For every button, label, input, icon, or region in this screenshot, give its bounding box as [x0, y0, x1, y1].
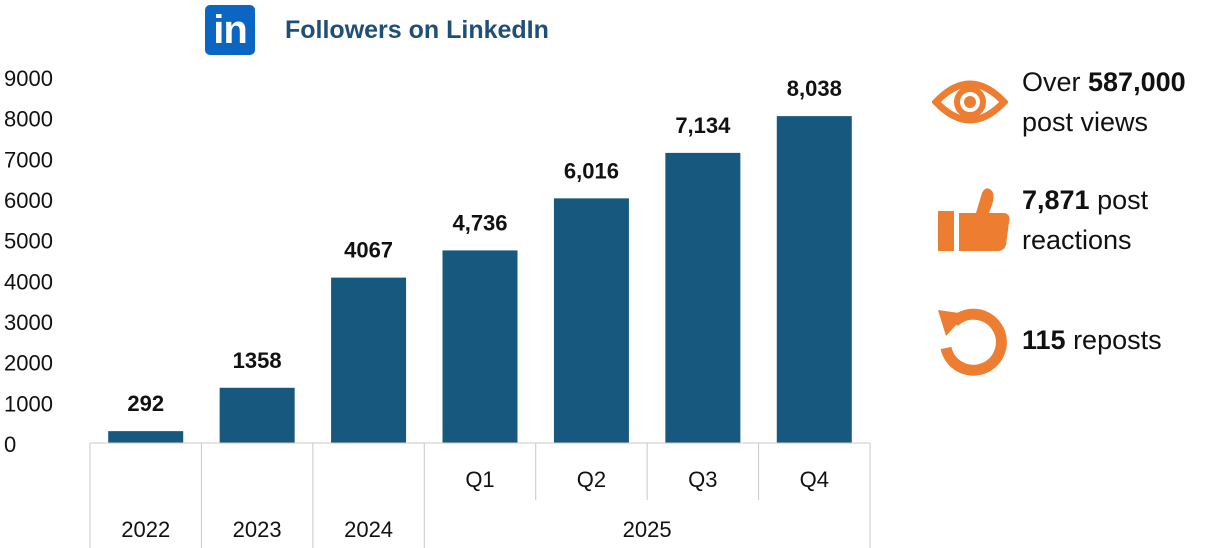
y-tick-label: 6000 [4, 188, 53, 213]
bar [553, 198, 629, 443]
stats-panel: Over 587,000 post views 7,871 post react… [932, 0, 1221, 548]
eye-icon [932, 62, 1022, 142]
y-tick-label: 3000 [4, 310, 53, 335]
stat-text: 115 reposts [1022, 320, 1162, 360]
bar [108, 431, 184, 443]
y-tick-label: 0 [4, 432, 16, 457]
bar [776, 116, 852, 443]
y-tick-label: 9000 [4, 66, 53, 91]
data-label: 1358 [233, 348, 282, 373]
stat-post-reactions: 7,871 post reactions [932, 180, 1148, 260]
stat-line2: post views [1022, 107, 1149, 137]
stat-value: 7,871 [1022, 185, 1090, 215]
data-label: 7,134 [675, 113, 731, 138]
linkedin-logo-icon: in [205, 5, 255, 55]
stat-suffix: reposts [1065, 325, 1162, 355]
bar [219, 387, 295, 443]
x-group-label: 2022 [121, 517, 170, 542]
stat-text: Over 587,000 post views [1022, 62, 1186, 142]
data-label: 6,016 [564, 158, 619, 183]
x-sub-label: Q2 [577, 467, 606, 492]
x-sub-label: Q3 [688, 467, 717, 492]
stat-post-views: Over 587,000 post views [932, 62, 1186, 142]
stat-prefix: Over [1022, 67, 1089, 97]
stat-value: 587,000 [1088, 67, 1186, 97]
stat-text: 7,871 post reactions [1022, 180, 1148, 260]
y-tick-label: 4000 [4, 269, 53, 294]
data-label: 4,736 [452, 210, 507, 235]
data-label: 4067 [344, 238, 393, 263]
bar [442, 250, 518, 443]
y-tick-label: 2000 [4, 351, 53, 376]
y-tick-label: 8000 [4, 107, 53, 132]
x-group-label: 2023 [233, 517, 282, 542]
bar-chart: 0 1000 2000 3000 4000 5000 6000 7000 8000 9000 292… [4, 66, 871, 548]
x-sub-label: Q1 [465, 467, 494, 492]
chart-title: Followers on LinkedIn [285, 15, 549, 44]
data-label: 292 [127, 391, 164, 416]
y-tick-label: 7000 [4, 147, 53, 172]
bar [665, 152, 741, 443]
stat-reposts: 115 reposts [932, 300, 1162, 380]
y-tick-label: 5000 [4, 229, 53, 254]
stat-value: 115 [1022, 325, 1066, 355]
thumbs-up-icon [932, 180, 1022, 260]
x-group-label: 2024 [344, 517, 393, 542]
data-label: 8,038 [787, 76, 842, 101]
repost-icon [932, 300, 1022, 380]
y-tick-label: 1000 [4, 391, 53, 416]
stat-suffix: post [1089, 185, 1149, 215]
x-group-label: 2025 [623, 517, 672, 542]
chart-header: in Followers on LinkedIn [205, 2, 549, 58]
bar [331, 277, 407, 443]
x-sub-label: Q4 [800, 467, 829, 492]
stat-line2: reactions [1022, 225, 1132, 255]
